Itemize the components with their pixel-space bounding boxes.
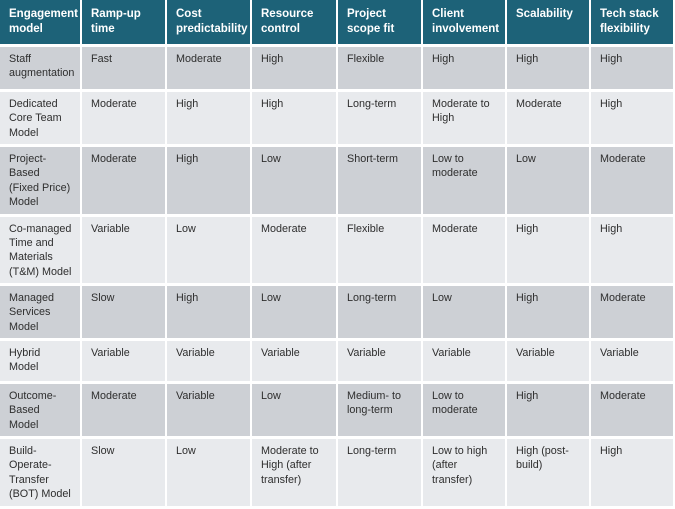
table-cell: High [507,47,591,92]
model-name-cell: Build-Operate-Transfer (BOT) Model [0,439,82,509]
header-row: Engagement model Ramp-up time Cost predi… [0,0,675,47]
table-cell: Variable [82,341,167,385]
table-cell: Low to moderate [423,147,507,217]
table-cell: High [252,47,338,92]
table-cell: High [591,439,675,509]
model-name-cell: Dedicated Core Team Model [0,92,82,148]
table-cell: High [167,147,252,217]
table-cell: Moderate [423,216,507,286]
table-cell: Low [252,384,338,440]
table-cell: Moderate [167,47,252,92]
table-row-co-managed-tm: Co-managed Time and Materials (T&M) Mode… [0,216,675,286]
table-cell: Slow [82,285,167,342]
table-cell: Long-term [338,92,423,148]
table-cell: High [167,285,252,342]
table-cell: Low [507,147,591,217]
table-row-outcome-based: Outcome-Based Model Moderate Variable Lo… [0,384,675,440]
table-cell: Moderate [591,384,675,440]
column-header-project-scope-fit: Project scope fit [338,0,423,47]
table-cell: Moderate to High [423,92,507,148]
table-cell: Medium- to long-term [338,384,423,440]
table-cell: Flexible [338,216,423,286]
table-row-hybrid: Hybrid Model Variable Variable Variable … [0,341,675,385]
table-cell: Short-term [338,147,423,217]
table-cell: Variable [423,341,507,385]
table-cell: Low [167,216,252,286]
table-cell: High (post-build) [507,439,591,509]
column-header-cost-predictability: Cost predictability [167,0,252,47]
table-row-dedicated-core-team: Dedicated Core Team Model Moderate High … [0,92,675,148]
table-cell: Slow [82,439,167,509]
model-name-cell: Managed Services Model [0,285,82,342]
model-name-cell: Co-managed Time and Materials (T&M) Mode… [0,216,82,286]
table-cell: Fast [82,47,167,92]
column-header-tech-stack-flexibility: Tech stack flexibility [591,0,675,47]
table-cell: High [252,92,338,148]
table-cell: High [507,285,591,342]
table-cell: Flexible [338,47,423,92]
model-name-cell: Staff augmentation [0,47,82,92]
table-cell: High [591,92,675,148]
table-row-staff-augmentation: Staff augmentation Fast Moderate High Fl… [0,47,675,92]
table-cell: Low [167,439,252,509]
table-cell: Variable [591,341,675,385]
table-cell: Long-term [338,285,423,342]
table-cell: Low to moderate [423,384,507,440]
table-cell: Moderate [591,147,675,217]
table-cell: Variable [167,384,252,440]
table-row-project-based-fixed-price: Project-Based (Fixed Price) Model Modera… [0,147,675,217]
column-header-engagement-model: Engagement model [0,0,82,47]
table-cell: Variable [338,341,423,385]
table-cell: Moderate [82,384,167,440]
table-cell: Variable [507,341,591,385]
table-cell: Moderate [252,216,338,286]
table-cell: Moderate [82,147,167,217]
table-cell: Variable [167,341,252,385]
table-cell: Low [252,285,338,342]
table-cell: High [507,216,591,286]
table-row-managed-services: Managed Services Model Slow High Low Lon… [0,285,675,342]
table-row-build-operate-transfer: Build-Operate-Transfer (BOT) Model Slow … [0,439,675,509]
column-header-scalability: Scalability [507,0,591,47]
table-cell: Moderate [591,285,675,342]
table-cell: Low to high (after transfer) [423,439,507,509]
table-cell: High [591,47,675,92]
table-cell: Variable [82,216,167,286]
column-header-client-involvement: Client involvement [423,0,507,47]
table-cell: Moderate [507,92,591,148]
model-name-cell: Outcome-Based Model [0,384,82,440]
column-header-ramp-up-time: Ramp-up time [82,0,167,47]
table-cell: Low [252,147,338,217]
model-name-cell: Project-Based (Fixed Price) Model [0,147,82,217]
table-cell: High [423,47,507,92]
model-name-cell: Hybrid Model [0,341,82,385]
column-header-resource-control: Resource control [252,0,338,47]
table-cell: Moderate [82,92,167,148]
table-cell: Long-term [338,439,423,509]
table-cell: High [167,92,252,148]
table-cell: Low [423,285,507,342]
table-cell: Moderate to High (after transfer) [252,439,338,509]
table-cell: High [507,384,591,440]
table-cell: High [591,216,675,286]
table-cell: Variable [252,341,338,385]
